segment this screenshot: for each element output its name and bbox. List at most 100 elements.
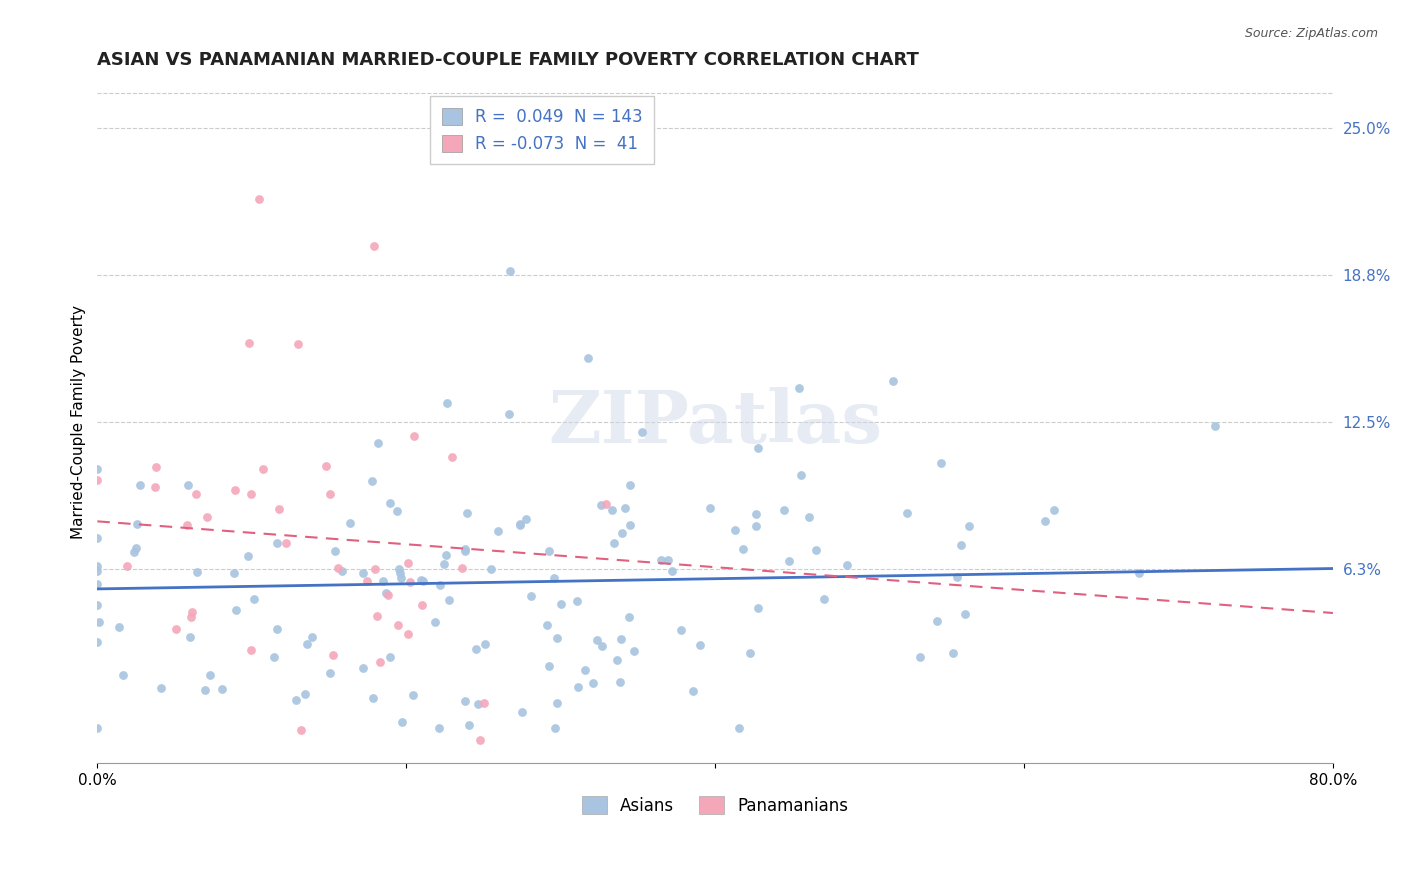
Point — [574, 664, 596, 678]
Point — [389, 566, 412, 581]
Point — [499, 264, 522, 278]
Point — [537, 659, 560, 673]
Point — [468, 732, 491, 747]
Point — [946, 570, 969, 584]
Point — [929, 456, 952, 470]
Point — [211, 682, 233, 697]
Point — [252, 462, 274, 476]
Point — [377, 588, 399, 602]
Point — [699, 500, 721, 515]
Point — [591, 639, 613, 653]
Point — [515, 512, 537, 526]
Point — [682, 684, 704, 698]
Point — [610, 632, 633, 647]
Point — [456, 506, 478, 520]
Point — [429, 578, 451, 592]
Legend: Asians, Panamanians: Asians, Panamanians — [574, 789, 856, 823]
Point — [396, 556, 419, 570]
Point — [389, 571, 412, 585]
Point — [301, 630, 323, 644]
Point — [437, 593, 460, 607]
Point — [550, 598, 572, 612]
Point — [186, 565, 208, 579]
Point — [238, 336, 260, 351]
Point — [427, 721, 450, 735]
Point — [661, 564, 683, 578]
Point — [361, 475, 384, 489]
Point — [619, 517, 641, 532]
Point — [567, 680, 589, 694]
Point — [544, 721, 567, 735]
Point — [224, 566, 246, 581]
Point — [450, 561, 472, 575]
Point — [319, 487, 342, 501]
Text: ZIPatlas: ZIPatlas — [548, 387, 882, 458]
Point — [352, 566, 374, 580]
Point — [669, 624, 692, 638]
Point — [363, 690, 385, 705]
Point — [224, 483, 246, 497]
Point — [436, 396, 458, 410]
Point — [927, 614, 949, 628]
Point — [498, 407, 520, 421]
Point — [747, 442, 769, 456]
Point — [117, 558, 139, 573]
Point — [423, 615, 446, 630]
Point — [617, 610, 640, 624]
Point — [537, 544, 560, 558]
Point — [409, 574, 432, 588]
Point — [195, 510, 218, 524]
Point — [619, 478, 641, 492]
Point — [509, 516, 531, 531]
Point — [733, 541, 755, 556]
Point — [86, 559, 108, 574]
Point — [290, 723, 312, 737]
Point — [953, 607, 976, 622]
Point — [198, 668, 221, 682]
Point — [274, 535, 297, 549]
Point — [433, 558, 456, 572]
Point — [180, 605, 202, 619]
Point — [1033, 514, 1056, 528]
Point — [326, 561, 349, 575]
Point — [243, 591, 266, 606]
Point — [689, 639, 711, 653]
Point — [380, 650, 402, 665]
Point — [509, 518, 531, 533]
Point — [122, 545, 145, 559]
Point — [145, 459, 167, 474]
Point — [957, 519, 980, 533]
Point — [402, 688, 425, 702]
Point — [129, 477, 152, 491]
Point — [586, 633, 609, 648]
Point — [194, 683, 217, 698]
Point — [396, 626, 419, 640]
Y-axis label: Married-Couple Family Poverty: Married-Couple Family Poverty — [72, 305, 86, 540]
Point — [441, 450, 464, 465]
Point — [454, 694, 477, 708]
Point — [176, 518, 198, 533]
Point — [388, 562, 411, 576]
Point — [225, 603, 247, 617]
Point — [631, 425, 654, 440]
Point — [412, 574, 434, 589]
Point — [318, 666, 340, 681]
Point — [239, 643, 262, 657]
Point — [385, 504, 408, 518]
Point — [837, 558, 859, 573]
Point — [86, 531, 108, 545]
Point — [378, 496, 401, 510]
Point — [787, 381, 810, 395]
Point — [176, 477, 198, 491]
Point — [165, 622, 187, 636]
Text: ASIAN VS PANAMANIAN MARRIED-COUPLE FAMILY POVERTY CORRELATION CHART: ASIAN VS PANAMANIAN MARRIED-COUPLE FAMIL… — [97, 51, 920, 69]
Point — [368, 656, 391, 670]
Point — [949, 538, 972, 552]
Point — [399, 574, 422, 589]
Point — [546, 631, 568, 645]
Point — [724, 523, 747, 537]
Point — [1128, 566, 1150, 580]
Point — [127, 516, 149, 531]
Point — [323, 544, 346, 558]
Point — [179, 630, 201, 644]
